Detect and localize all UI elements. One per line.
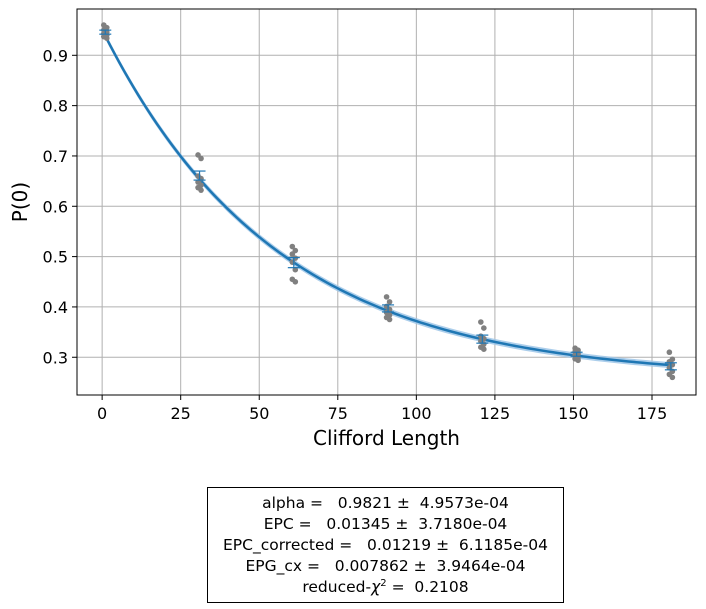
epg-cx-line: EPG_cx = 0.007862 ± 3.9464e-04 (245, 556, 526, 575)
rb-decay-chart: 0 25 50 75 100 125 150 175 0.30.40.50.60.70.80.… (8, 8, 697, 450)
x-tick-label: 0 (97, 404, 107, 423)
y-tick-label: 0.9 (43, 46, 68, 65)
grid-lines (77, 9, 696, 395)
sample-point (103, 35, 110, 41)
x-axis-ticks: 0 25 50 75 100 125 150 175 (97, 395, 667, 423)
y-axis-label: P(0) (8, 182, 32, 222)
sample-points (100, 22, 676, 381)
sample-point (669, 374, 676, 381)
chi2-symbol: χ (371, 577, 381, 596)
sample-point (289, 243, 296, 250)
sample-point (198, 155, 204, 162)
sample-point (575, 357, 581, 364)
sample-point (481, 346, 487, 353)
reduced-chi2-line: reduced-χ2 = 0.2108 (302, 577, 468, 598)
sample-point (478, 319, 484, 325)
sample-point (386, 299, 393, 305)
error-bar (287, 257, 300, 269)
error-bar (99, 29, 112, 35)
x-axis-label: Clifford Length (313, 426, 460, 450)
x-tick-label: 75 (328, 404, 348, 423)
sample-point (383, 294, 390, 300)
chi2-exponent: 2 (380, 577, 387, 589)
sample-point (292, 278, 299, 285)
x-tick-label: 100 (401, 404, 432, 423)
mean-error-bars (99, 29, 677, 371)
sample-point (666, 349, 673, 356)
y-tick-label: 0.4 (43, 298, 68, 317)
y-tick-label: 0.7 (43, 147, 68, 166)
y-axis-ticks: 0.3 0.4 0.5 0.6 0.7 0.8 0.9 (43, 46, 77, 367)
epc-line: EPC = 0.01345 ± 3.7180e-04 (263, 514, 508, 533)
sample-point (198, 187, 204, 193)
sample-point (386, 316, 393, 323)
y-tick-label: 0.6 (43, 197, 68, 216)
x-tick-label: 125 (480, 404, 511, 423)
epc-corrected-line: EPC_corrected = 0.01219 ± 6.1185e-04 (222, 535, 548, 554)
fit-summary-box: alpha = 0.9821 ± 4.9573e-04 EPC = 0.0134… (207, 487, 564, 603)
sample-point (292, 266, 299, 273)
error-bar (382, 304, 395, 313)
x-tick-label: 150 (558, 404, 589, 423)
sample-point (289, 251, 296, 257)
sample-point (481, 325, 487, 331)
y-tick-label: 0.5 (43, 248, 68, 267)
x-tick-label: 25 (171, 404, 191, 423)
x-tick-label: 50 (249, 404, 269, 423)
chi2-value: = 0.2108 (386, 577, 469, 596)
y-tick-label: 0.8 (43, 97, 68, 116)
error-bar (570, 351, 583, 357)
error-bar (193, 170, 206, 181)
y-tick-label: 0.3 (43, 348, 68, 367)
alpha-line: alpha = 0.9821 ± 4.9573e-04 (262, 493, 509, 512)
error-bar (664, 362, 677, 371)
error-bar (476, 334, 489, 344)
chi2-prefix: reduced- (302, 577, 372, 596)
plot-frame (76, 8, 697, 396)
x-tick-label: 175 (637, 404, 668, 423)
